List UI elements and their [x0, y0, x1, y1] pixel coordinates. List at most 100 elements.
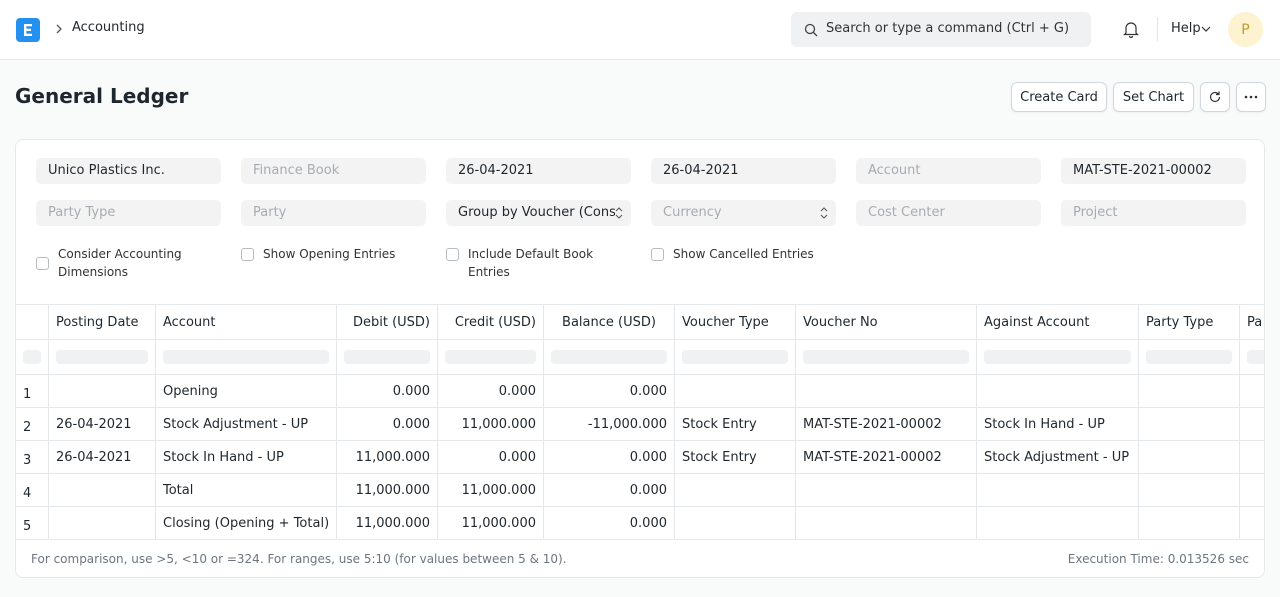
table-cell: 0.000: [544, 441, 675, 474]
table-cell: -11,000.000: [544, 408, 675, 441]
filter-input-empty[interactable]: Currency: [651, 200, 836, 226]
execution-time: Execution Time: 0.013526 sec: [1067, 552, 1249, 566]
checkbox[interactable]: Show Opening Entries: [241, 245, 421, 263]
column-filter[interactable]: [984, 350, 1131, 364]
table-cell: 0.000: [544, 474, 675, 507]
checkbox-box[interactable]: [36, 257, 49, 270]
table-cell: [49, 507, 156, 540]
table-cell: 0.000: [438, 375, 544, 408]
table-cell: [675, 507, 796, 540]
table-cell: [675, 474, 796, 507]
table-cell: [1240, 474, 1264, 507]
table-cell: 11,000.000: [337, 441, 438, 474]
button[interactable]: Create Card: [1011, 82, 1107, 112]
column-header: Account: [156, 305, 337, 340]
filter-input-empty[interactable]: Cost Center: [856, 200, 1041, 226]
checkbox-box[interactable]: [446, 248, 459, 261]
notification-bell[interactable]: [1122, 20, 1140, 38]
table-cell: 11,000.000: [438, 507, 544, 540]
page-title: General Ledger: [15, 84, 189, 108]
report-card: Posting Date Account Debit (USD) Credit (US…: [15, 139, 1265, 578]
column-filter[interactable]: [23, 350, 41, 364]
checkbox-box[interactable]: [651, 248, 664, 261]
filter-cell: [156, 340, 337, 375]
breadcrumb[interactable]: Accounting: [72, 20, 145, 35]
column-filter[interactable]: [551, 350, 667, 364]
search-placeholder: Search or type a command (Ctrl + G): [826, 21, 1070, 36]
navbar: Accounting Search or type a command (Ctr…: [0, 0, 1280, 60]
button[interactable]: Set Chart: [1113, 82, 1194, 112]
table-cell: [977, 507, 1139, 540]
table-cell: [1240, 408, 1264, 441]
table-cell: 11,000.000: [337, 507, 438, 540]
row-number: 1: [16, 375, 49, 408]
checkbox[interactable]: Show Cancelled Entries: [651, 245, 831, 263]
ellipsis-icon: [1244, 95, 1258, 99]
search-bar[interactable]: Search or type a command (Ctrl + G): [791, 12, 1091, 47]
checkbox-label: Consider Accounting Dimensions: [58, 247, 182, 279]
table-cell: [1139, 408, 1240, 441]
filter-input-empty[interactable]: Finance Book: [241, 158, 426, 184]
filter-input[interactable]: MAT-STE-2021-00002: [1061, 158, 1246, 184]
select-arrows: [820, 207, 828, 219]
filter-input-empty[interactable]: Party Type: [36, 200, 221, 226]
row-number: 4: [16, 474, 49, 507]
column-header: Posting Date: [49, 305, 156, 340]
filter-input[interactable]: 26-04-2021: [651, 158, 836, 184]
table-cell: 0.000: [337, 408, 438, 441]
row-number: 3: [16, 441, 49, 474]
checkbox[interactable]: Consider Accounting Dimensions: [36, 245, 216, 281]
table-cell: Stock Entry: [675, 441, 796, 474]
table-cell: Stock Entry: [675, 408, 796, 441]
table-cell: [1139, 441, 1240, 474]
column-header: Credit (USD): [438, 305, 544, 340]
row-number: 5: [16, 507, 49, 540]
table-cell: [1240, 507, 1264, 540]
filter-cell: [16, 340, 49, 375]
table-cell: [49, 375, 156, 408]
table-cell: [1139, 375, 1240, 408]
filter-input[interactable]: Unico Plastics Inc.: [36, 158, 221, 184]
filter-input-empty[interactable]: Account: [856, 158, 1041, 184]
table-cell: MAT-STE-2021-00002: [796, 441, 977, 474]
menu-button[interactable]: [1236, 82, 1266, 112]
column-filter[interactable]: [163, 350, 329, 364]
checkbox[interactable]: Include Default Book Entries: [446, 245, 626, 281]
table-cell: [796, 507, 977, 540]
refresh-button[interactable]: [1200, 82, 1230, 112]
filter-input[interactable]: 26-04-2021: [446, 158, 631, 184]
filter-cell: [796, 340, 977, 375]
filter-cell: [49, 340, 156, 375]
column-header: Against Account: [977, 305, 1139, 340]
column-filter[interactable]: [1247, 350, 1264, 364]
select-arrows: [615, 207, 623, 219]
column-header: Voucher No: [796, 305, 977, 340]
checkbox-box[interactable]: [241, 248, 254, 261]
table-cell: 26-04-2021: [49, 441, 156, 474]
column-filter[interactable]: [1146, 350, 1232, 364]
avatar[interactable]: P: [1228, 12, 1263, 47]
filter-input-empty[interactable]: Party: [241, 200, 426, 226]
filter-cell: [438, 340, 544, 375]
filter-input-empty[interactable]: Project: [1061, 200, 1246, 226]
column-filter[interactable]: [682, 350, 788, 364]
column-header: Voucher Type: [675, 305, 796, 340]
app-logo[interactable]: [16, 18, 40, 42]
filter-cell: [544, 340, 675, 375]
table-cell: Stock In Hand - UP: [977, 408, 1139, 441]
column-filter[interactable]: [445, 350, 536, 364]
help-menu[interactable]: Help: [1171, 21, 1201, 36]
column-header: Pa: [1240, 305, 1264, 340]
table-cell: MAT-STE-2021-00002: [796, 408, 977, 441]
column-filter[interactable]: [56, 350, 148, 364]
table-cell: [675, 375, 796, 408]
column-filter[interactable]: [803, 350, 969, 364]
table-cell: 11,000.000: [438, 474, 544, 507]
filter-input[interactable]: Group by Voucher (Conso: [446, 200, 631, 226]
dropdown-caret: [1201, 26, 1211, 32]
column-filter[interactable]: [344, 350, 430, 364]
row-number: 2: [16, 408, 49, 441]
filter-cell: [675, 340, 796, 375]
checkbox-label: Show Cancelled Entries: [673, 247, 814, 261]
